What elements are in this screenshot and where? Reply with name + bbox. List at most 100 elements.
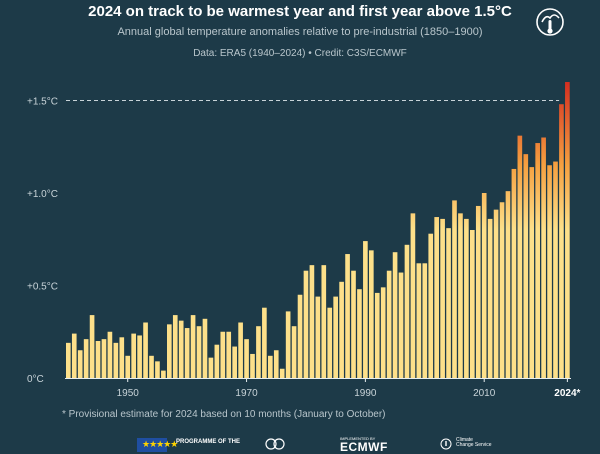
- x-tick-label: 2010: [473, 388, 496, 399]
- bar-1986: [339, 281, 344, 378]
- bar-2001: [428, 233, 434, 378]
- data-source-credit: Data: ERA5 (1940–2024) • Credit: C3S/ECM…: [193, 48, 407, 59]
- bar-1951: [131, 333, 136, 378]
- bar-1947: [107, 331, 113, 378]
- bar-2022: [553, 161, 558, 378]
- bar-1953: [143, 322, 148, 378]
- bar-2004: [446, 228, 451, 378]
- bar-1979: [297, 294, 303, 378]
- bar-1990: [363, 241, 368, 378]
- bar-2010: [481, 193, 487, 378]
- chart-title: 2024 on track to be warmest year and fir…: [88, 3, 512, 20]
- bar-1992: [374, 292, 380, 378]
- bar-1983: [321, 265, 327, 378]
- bar-1948: [113, 342, 119, 378]
- footer-logos: ★★★★★ PROGRAMME OF THE IMPLEMENTED BY EC…: [0, 432, 600, 454]
- c3s-name-line2: Change Service: [456, 442, 492, 448]
- bar-1962: [196, 326, 202, 378]
- bar-1995: [392, 252, 398, 378]
- bar-1974: [268, 355, 273, 378]
- bar-1997: [404, 244, 410, 378]
- bar-2020: [541, 137, 546, 378]
- bar-2005: [452, 200, 457, 378]
- bar-1969: [238, 322, 243, 378]
- bar-1978: [291, 326, 297, 378]
- bar-2000: [422, 263, 428, 378]
- bar-2013: [499, 202, 505, 378]
- bar-2008: [470, 230, 475, 378]
- bar-1946: [101, 339, 107, 378]
- bar-1956: [161, 370, 166, 378]
- x-tick-label: 1970: [235, 388, 258, 399]
- provisional-footnote: * Provisional estimate for 2024 based on…: [62, 409, 386, 420]
- bar-1961: [190, 315, 196, 378]
- bar-1970: [244, 339, 249, 378]
- bar-1987: [345, 254, 350, 378]
- bar-1984: [327, 307, 333, 378]
- programme-label: PROGRAMME OF THE: [176, 439, 240, 445]
- bar-1940: [66, 342, 71, 378]
- bar-1973: [262, 307, 267, 378]
- bar-1996: [398, 272, 404, 378]
- bar-1975: [273, 350, 279, 378]
- bar-2012: [493, 209, 499, 378]
- bar-1968: [232, 346, 237, 378]
- bar-1943: [83, 339, 89, 378]
- implemented-by-label: IMPLEMENTED BY: [340, 436, 376, 441]
- bar-1988: [351, 270, 356, 378]
- bar-1971: [250, 353, 255, 378]
- bar-1980: [303, 270, 309, 378]
- bar-1964: [208, 357, 214, 378]
- bar-1967: [226, 331, 232, 378]
- bar-2024: [565, 82, 570, 378]
- bar-1950: [125, 355, 131, 378]
- x-tick-label: 2024*: [554, 388, 580, 399]
- chart-subtitle: Annual global temperature anomalies rela…: [117, 26, 483, 38]
- bar-1952: [137, 335, 142, 378]
- bar-2018: [529, 167, 535, 378]
- c3s-logo-icon: [536, 8, 564, 36]
- bar-2009: [475, 205, 481, 378]
- bar-1949: [119, 337, 125, 378]
- bar-1957: [167, 324, 172, 378]
- bar-1998: [410, 213, 416, 378]
- bar-1976: [279, 368, 285, 378]
- bar-1960: [184, 328, 190, 378]
- bar-1942: [77, 350, 83, 378]
- bar-1945: [95, 341, 101, 378]
- ecmwf-logo-text: ECMWF: [340, 440, 388, 454]
- bar-2011: [487, 218, 493, 378]
- bar-1991: [369, 250, 374, 378]
- y-tick-label: +0.5°C: [27, 282, 58, 293]
- bar-2023: [559, 104, 564, 378]
- bar-2017: [523, 154, 529, 378]
- bar-2021: [547, 165, 552, 378]
- c3s-small-logo-icon: [440, 438, 452, 450]
- bar-1977: [285, 311, 291, 378]
- bar-2007: [464, 218, 469, 378]
- bar-1963: [202, 318, 208, 378]
- bar-1965: [214, 344, 220, 378]
- bar-1981: [309, 265, 315, 378]
- bar-1944: [89, 315, 95, 378]
- bar-1985: [333, 296, 338, 378]
- bar-2006: [458, 213, 463, 378]
- c3s-name-label: Climate Change Service: [456, 438, 492, 448]
- bar-1982: [315, 296, 321, 378]
- bar-2016: [517, 135, 523, 378]
- c3s-name-line1: Climate: [456, 437, 473, 443]
- bar-1994: [386, 270, 392, 378]
- x-tick-label: 1950: [117, 388, 140, 399]
- bar-1941: [71, 333, 77, 378]
- bar-1989: [357, 289, 362, 378]
- bar-1972: [256, 326, 261, 378]
- bar-2019: [535, 143, 540, 378]
- bar-2014: [505, 191, 511, 378]
- bar-1958: [172, 315, 178, 378]
- y-tick-label: +1.0°C: [27, 189, 58, 200]
- bar-2015: [511, 168, 517, 378]
- bar-1955: [155, 361, 160, 378]
- bar-1999: [416, 263, 422, 378]
- y-tick-label: 0°C: [27, 374, 44, 385]
